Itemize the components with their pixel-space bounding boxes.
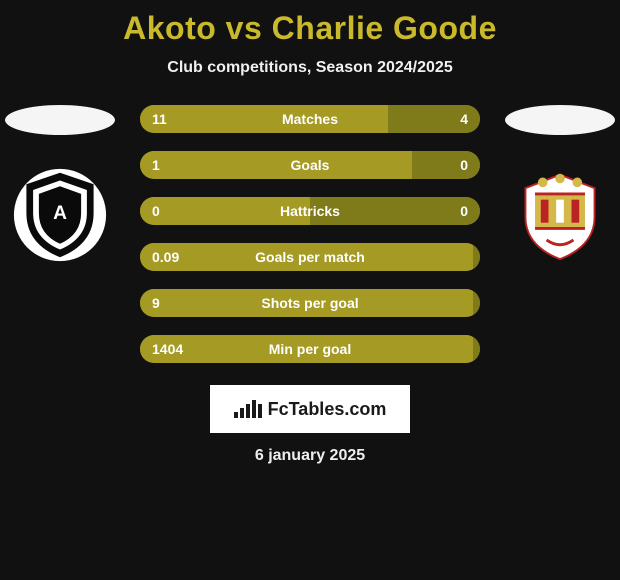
- stat-bar: 1 0 Goals: [140, 151, 480, 179]
- stat-value-left: 0: [152, 203, 160, 219]
- stat-bar: 9 Shots per goal: [140, 289, 480, 317]
- stat-label: Min per goal: [269, 341, 351, 357]
- svg-text:A: A: [53, 203, 67, 224]
- stat-value-left: 1404: [152, 341, 183, 357]
- stat-bar-fill-right: [473, 289, 480, 317]
- stat-value-right: 0: [460, 203, 468, 219]
- stat-bar: 1404 Min per goal: [140, 335, 480, 363]
- stat-value-right: 4: [460, 111, 468, 127]
- stat-label: Matches: [282, 111, 338, 127]
- stat-label: Shots per goal: [261, 295, 358, 311]
- shield-icon: A: [12, 167, 108, 263]
- brand-logo-bar: [240, 408, 244, 418]
- stat-bar-fill-right: [412, 151, 480, 179]
- page-title: Akoto vs Charlie Goode: [0, 0, 620, 47]
- brand-logo-bar: [246, 404, 250, 418]
- stat-value-left: 1: [152, 157, 160, 173]
- crest-icon: [512, 167, 608, 263]
- stats-bars: 11 4 Matches 1 0 Goals 0 0 Hattricks 0.09 Goals pe…: [140, 105, 480, 363]
- club-badge-right: [512, 167, 608, 263]
- stat-value-left: 11: [152, 111, 167, 127]
- brand-logo-bar: [234, 412, 238, 418]
- brand-text: FcTables.com: [268, 399, 387, 420]
- stat-label: Goals: [291, 157, 330, 173]
- subtitle: Club competitions, Season 2024/2025: [0, 59, 620, 77]
- stat-value-right: 0: [460, 157, 468, 173]
- stat-bar-fill-left: [140, 105, 388, 133]
- brand-logo-icon: [234, 400, 262, 418]
- stat-bar-fill-right: [473, 335, 480, 363]
- stat-value-left: 9: [152, 295, 160, 311]
- comparison-panel: A 11 4 Matches 1 0 Goals 0 0 Hattricks 0.09 Goals …: [0, 105, 620, 363]
- player-left-photo-placeholder: [5, 105, 115, 135]
- stat-bar: 11 4 Matches: [140, 105, 480, 133]
- brand-logo-bar: [252, 400, 256, 418]
- stat-label: Hattricks: [280, 203, 340, 219]
- club-badge-left: A: [12, 167, 108, 263]
- brand-logo-bar: [258, 404, 262, 418]
- stat-bar: 0 0 Hattricks: [140, 197, 480, 225]
- brand-box: FcTables.com: [210, 385, 410, 433]
- stat-label: Goals per match: [255, 249, 365, 265]
- stat-bar-fill-left: [140, 151, 412, 179]
- stat-value-left: 0.09: [152, 249, 179, 265]
- player-left-column: A: [0, 105, 120, 263]
- player-right-photo-placeholder: [505, 105, 615, 135]
- player-right-column: [500, 105, 620, 263]
- stat-bar: 0.09 Goals per match: [140, 243, 480, 271]
- date-text: 6 january 2025: [0, 447, 620, 465]
- stat-bar-fill-right: [473, 243, 480, 271]
